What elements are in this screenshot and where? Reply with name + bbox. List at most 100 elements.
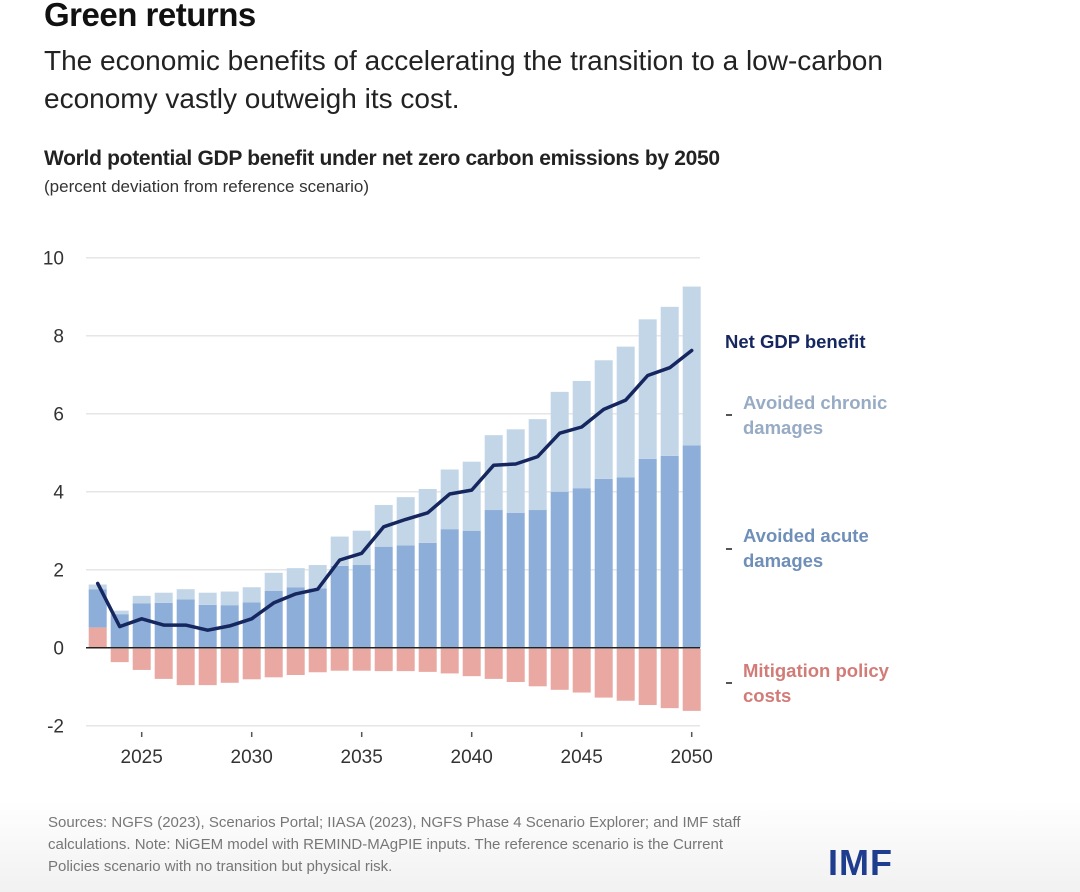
x-tick-label: 2050 <box>671 747 713 768</box>
legend-net-gdp-benefit: Net GDP benefit <box>725 329 925 354</box>
bar-acute <box>396 545 415 648</box>
bar-chronic <box>264 572 283 591</box>
bar-acute <box>682 445 701 648</box>
bar-mitigation <box>660 648 679 709</box>
legend-mitigation-label: Mitigation policy costs <box>743 660 889 706</box>
chart-plot: -2 0 2 4 6 8 10 2025 2030 2035 2040 2045 2050 <box>43 249 713 768</box>
bar-chronic <box>176 589 195 600</box>
legend-acute-label: Avoided acute damages <box>743 525 869 571</box>
bar-mitigation <box>110 648 129 663</box>
legend-chronic-dash <box>726 414 732 416</box>
y-tick-label: 0 <box>53 639 64 660</box>
bar-chronic <box>418 488 437 543</box>
bar-mitigation <box>286 648 305 675</box>
bar-mitigation <box>616 648 635 701</box>
bar-mitigation <box>264 648 283 678</box>
bar-chronic <box>594 360 613 479</box>
bar-mitigation <box>440 648 459 674</box>
bar-mitigation <box>220 648 239 683</box>
bar-acute <box>308 588 327 648</box>
bar-chronic <box>308 565 327 589</box>
bar-mitigation <box>572 648 591 693</box>
bar-mitigation <box>242 648 261 680</box>
x-tick-label: 2025 <box>121 747 163 768</box>
y-tick-label: -2 <box>47 717 64 738</box>
bar-acute <box>638 458 657 648</box>
bar-acute <box>330 565 349 648</box>
bar-chronic <box>440 469 459 530</box>
bar-mitigation <box>176 648 195 686</box>
legend-mitigation-dash <box>726 682 732 684</box>
bar-mitigation <box>374 648 393 672</box>
bar-chronic <box>484 435 503 511</box>
bar-acute <box>132 603 151 648</box>
y-tick-label: 2 <box>53 561 64 582</box>
legend-chronic-label: Avoided chronic damages <box>743 392 888 438</box>
bar-mitigation <box>550 648 569 690</box>
bar-mitigation <box>462 648 481 677</box>
bar-mitigation <box>330 648 349 671</box>
bar-acute <box>286 587 305 648</box>
bar-chronic <box>220 591 239 606</box>
sources-note: Sources: NGFS (2023), Scenarios Portal; … <box>48 814 741 875</box>
bar-mitigation <box>88 627 107 648</box>
bar-mitigation <box>594 648 613 698</box>
page-subtitle: The economic benefits of accelerating th… <box>44 45 883 114</box>
bar-mitigation <box>638 648 657 706</box>
y-tick-label: 10 <box>43 249 64 270</box>
x-tick-label: 2030 <box>231 747 273 768</box>
footer-band <box>0 800 1080 892</box>
chart-subtitle: (percent deviation from reference scenar… <box>44 177 370 196</box>
chart-title: World potential GDP benefit under net ze… <box>44 147 720 170</box>
bar-chronic <box>506 429 525 513</box>
bar-acute <box>528 510 547 648</box>
bar-acute <box>110 614 129 648</box>
bar-chronic <box>286 568 305 588</box>
bar-mitigation <box>396 648 415 672</box>
x-axis: 2025 2030 2035 2040 2045 2050 <box>121 732 713 768</box>
bar-acute <box>462 530 481 648</box>
bars <box>88 286 701 711</box>
bar-acute <box>550 491 569 648</box>
bar-acute <box>88 589 107 628</box>
bar-acute <box>594 478 613 648</box>
bar-chronic <box>550 391 569 492</box>
bar-acute <box>418 542 437 648</box>
y-tick-label: 8 <box>53 327 64 348</box>
y-tick-label: 6 <box>53 405 64 426</box>
bar-chronic <box>660 306 679 456</box>
bar-acute <box>352 565 371 648</box>
bar-mitigation <box>506 648 525 683</box>
gridlines <box>86 256 700 727</box>
bar-chronic <box>528 419 547 511</box>
net-gdp-line-path <box>95 348 694 632</box>
bar-acute <box>242 602 261 648</box>
bar-chronic <box>110 610 129 615</box>
net-gdp-line <box>95 348 694 632</box>
bar-mitigation <box>352 648 371 671</box>
bar-chronic <box>198 592 217 605</box>
bar-chronic <box>242 587 261 603</box>
bar-chronic <box>396 497 415 546</box>
bar-mitigation <box>682 648 701 711</box>
bar-acute <box>616 477 635 648</box>
y-axis-labels: -2 0 2 4 6 8 10 <box>43 249 65 738</box>
bar-mitigation <box>154 648 173 679</box>
bar-acute <box>374 546 393 648</box>
x-tick-label: 2045 <box>561 747 603 768</box>
bar-chronic <box>572 380 591 489</box>
y-tick-label: 4 <box>53 483 64 504</box>
bar-mitigation <box>528 648 547 687</box>
x-tick-label: 2035 <box>341 747 383 768</box>
legend-avoided-acute: Avoided acute damages <box>743 523 893 573</box>
legend-net-label: Net GDP benefit <box>725 331 866 352</box>
legend-acute-dash <box>726 548 732 550</box>
bar-acute <box>572 488 591 648</box>
bar-acute <box>440 529 459 648</box>
bar-mitigation <box>132 648 151 670</box>
bar-chronic <box>638 319 657 459</box>
bar-acute <box>484 510 503 648</box>
bar-mitigation <box>308 648 327 673</box>
page-title: Green returns <box>44 0 256 33</box>
bar-acute <box>660 455 679 648</box>
